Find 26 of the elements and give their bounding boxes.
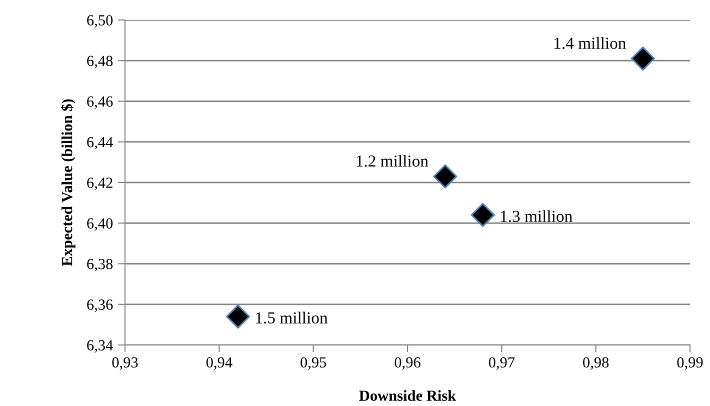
y-tick-label: 6,42 (87, 178, 112, 190)
annotation: 1.2 million (356, 154, 428, 167)
y-tick-label: 6,48 (87, 56, 113, 68)
y-tick-label: 6,36 (87, 300, 113, 312)
y-tick-label: 6,46 (87, 96, 113, 109)
x-tick-label: 0,99 (677, 357, 703, 370)
y-axis-title: Expected Value (billion $) (61, 99, 76, 266)
y-tick-label: 6,44 (87, 137, 113, 150)
x-axis-title: Downside Risk (359, 390, 456, 401)
x-tick-label: 0,96 (394, 357, 420, 370)
annotation: 1.4 million (554, 37, 626, 49)
annotation: 1.3 million (500, 210, 572, 222)
x-tick-label: 0,95 (300, 357, 326, 370)
y-tick-label: 6,40 (87, 218, 113, 231)
y-tick-label: 6,50 (87, 15, 113, 28)
x-tick-label: 0,97 (488, 357, 515, 370)
x-tick-label: 0,93 (112, 357, 138, 370)
annotation: 1.5 million (256, 312, 328, 324)
point (470, 202, 495, 228)
point (630, 46, 655, 71)
y-tick-label: 6,38 (87, 258, 113, 272)
x-tick-label: 0,98 (583, 357, 609, 370)
point (433, 164, 458, 188)
point (226, 304, 250, 329)
x-tick-label: 0,94 (206, 357, 232, 370)
y-tick-label: 6,34 (87, 340, 113, 353)
